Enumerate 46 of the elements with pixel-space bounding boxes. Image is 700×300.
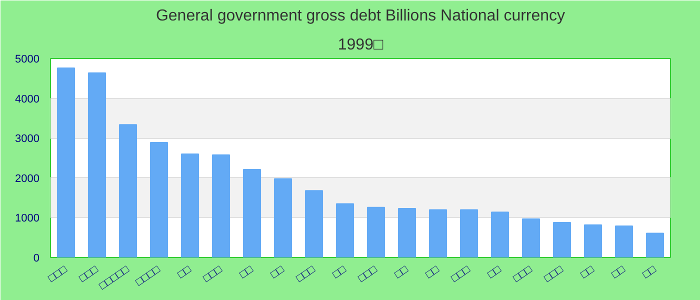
- bar: [614, 226, 634, 258]
- x-tick-label: □□□: [356, 263, 380, 285]
- bar: [490, 212, 510, 258]
- x-tick-label: □□: [330, 263, 349, 281]
- y-tick-label: 3000: [15, 133, 40, 146]
- bar: [336, 203, 354, 258]
- bar: [460, 209, 478, 258]
- x-tick-label: □□: [268, 263, 287, 281]
- y-tick-label: 4000: [15, 93, 40, 106]
- y-tick-label: 1000: [15, 212, 40, 225]
- y-tick-label: 2000: [15, 172, 40, 185]
- x-tick-label: □□: [640, 263, 659, 281]
- bar: [552, 222, 572, 258]
- x-tick-label: □□□: [294, 263, 318, 285]
- bar: [584, 224, 602, 258]
- x-tick-label: □□□: [201, 263, 225, 285]
- bar: [522, 218, 540, 258]
- bar: [304, 190, 324, 258]
- x-tick-label: □□: [176, 263, 194, 281]
- bar: [242, 169, 262, 258]
- bar: [150, 142, 168, 258]
- x-tick-label: □□□: [542, 263, 566, 285]
- bar: [428, 209, 448, 258]
- bar: [366, 206, 386, 258]
- x-tick-label: □□: [610, 263, 628, 281]
- x-tick-label: □□□: [449, 263, 473, 285]
- bar: [398, 208, 416, 258]
- bar: [118, 124, 138, 258]
- bar: [274, 178, 292, 258]
- x-tick-label: □□: [392, 263, 411, 281]
- y-tick-label: 0: [33, 252, 40, 264]
- y-tick-label: 5000: [15, 54, 40, 66]
- chart-title: General government gross debt Billions National currency: [156, 8, 566, 24]
- bar: [56, 68, 76, 258]
- x-tick-label: □□: [424, 263, 442, 281]
- chart-subtitle: 1999□: [338, 36, 384, 54]
- x-tick-label: □□□: [46, 263, 70, 285]
- bar: [212, 154, 230, 258]
- x-tick-label: □□□: [511, 263, 535, 285]
- bar: [646, 232, 664, 258]
- x-tick-label: □□: [486, 263, 504, 281]
- bar: [88, 72, 106, 258]
- bar: [180, 154, 200, 258]
- x-tick-label: □□□: [77, 263, 101, 285]
- x-tick-label: □□: [238, 263, 256, 281]
- x-tick-label: □□: [578, 263, 597, 281]
